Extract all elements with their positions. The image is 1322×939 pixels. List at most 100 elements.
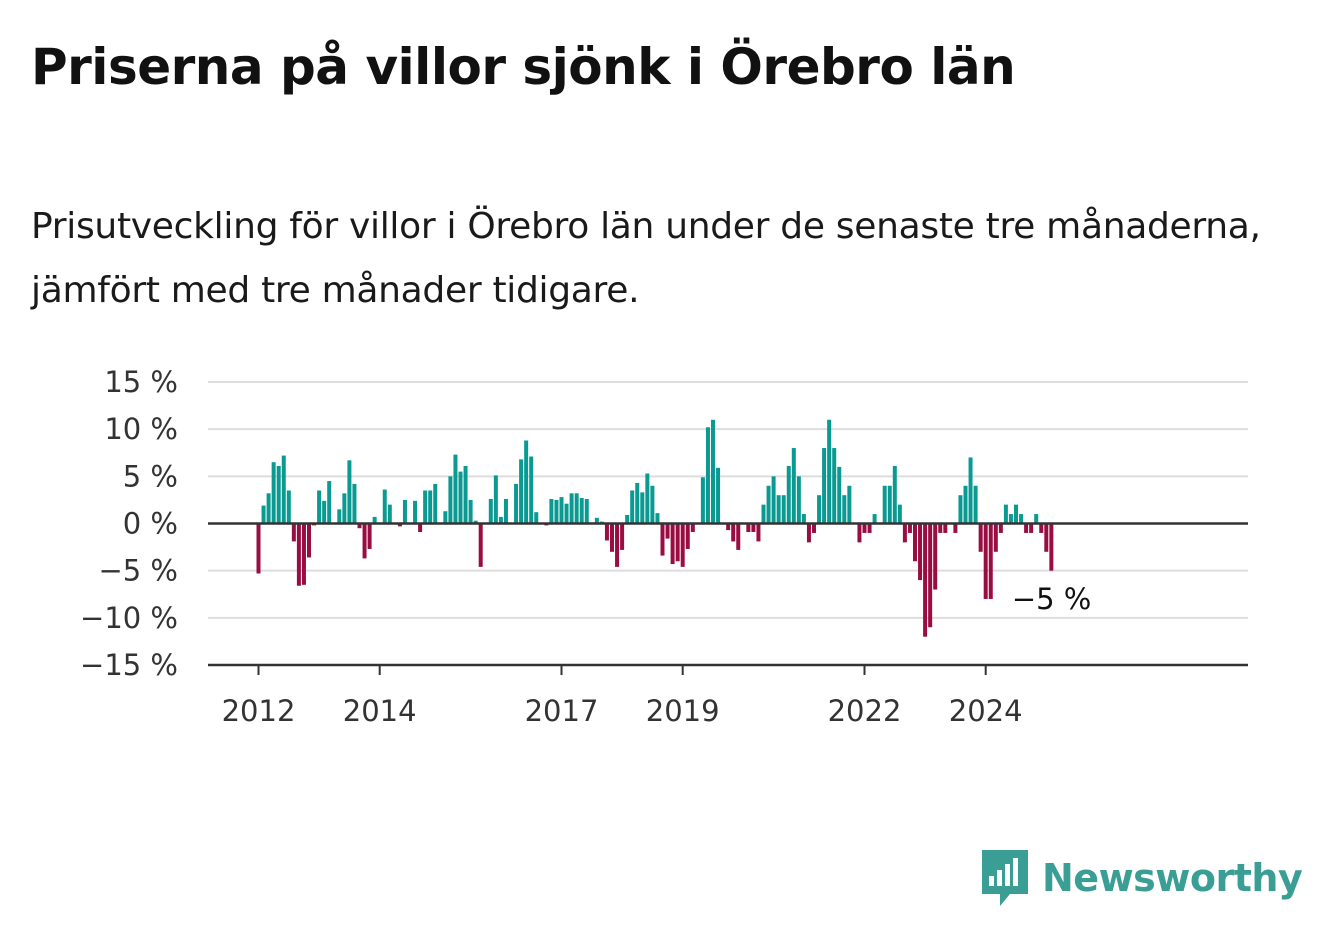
x-tick-label: 2024	[949, 694, 1023, 728]
bar	[1034, 514, 1039, 524]
bar	[402, 499, 407, 524]
bar	[953, 523, 958, 533]
y-tick-label: 15 %	[104, 365, 178, 399]
bar	[963, 485, 968, 524]
bar	[660, 523, 665, 556]
bar	[655, 513, 660, 524]
bar	[943, 523, 948, 533]
bar	[549, 498, 554, 524]
bar	[423, 490, 428, 524]
bar	[650, 485, 655, 524]
bar	[448, 476, 453, 524]
bar	[286, 490, 291, 524]
bar	[559, 497, 564, 524]
bar	[832, 448, 837, 524]
bar	[887, 485, 892, 524]
bar	[675, 523, 680, 562]
axes	[208, 522, 1248, 675]
bar	[837, 466, 842, 524]
bar	[665, 523, 670, 539]
bar	[933, 523, 938, 590]
bar	[453, 454, 458, 524]
bar	[786, 465, 791, 524]
bar	[751, 523, 756, 532]
bar	[761, 504, 766, 524]
newsworthy-logo-icon	[982, 850, 1028, 906]
y-tick-label: 5 %	[123, 459, 178, 493]
bar	[1029, 523, 1034, 533]
bar	[700, 477, 705, 524]
bar	[296, 523, 301, 586]
bar	[1039, 523, 1044, 533]
bar	[822, 448, 827, 524]
x-tick-label: 2012	[222, 694, 296, 728]
bar	[705, 427, 710, 524]
bar	[736, 523, 741, 550]
bar	[983, 523, 988, 599]
bar	[615, 523, 620, 567]
bar	[428, 490, 433, 524]
bar	[1019, 514, 1024, 524]
bar	[842, 495, 847, 524]
bar	[594, 517, 599, 524]
bar	[938, 523, 943, 533]
bar	[913, 523, 917, 562]
latest-value-annotation-halo: −5 %	[1012, 582, 1092, 616]
bar	[488, 498, 493, 524]
bar	[463, 465, 468, 524]
bar	[322, 500, 327, 524]
bar	[928, 523, 933, 628]
bar	[630, 490, 635, 524]
bar	[347, 460, 352, 524]
bar	[574, 493, 579, 524]
bar	[342, 493, 347, 524]
bar	[882, 485, 887, 524]
bar	[271, 462, 276, 524]
bar	[847, 485, 852, 524]
bar	[387, 504, 392, 524]
bar	[261, 505, 266, 524]
bar	[266, 493, 271, 524]
bar	[867, 523, 872, 533]
bar	[998, 523, 1003, 533]
bar	[640, 492, 645, 524]
bar	[827, 419, 832, 524]
bar	[806, 523, 811, 543]
y-tick-label: 10 %	[104, 412, 178, 446]
bar	[620, 523, 625, 550]
bar	[766, 485, 771, 524]
bar	[519, 459, 524, 524]
bar	[1008, 514, 1013, 524]
bar	[978, 523, 983, 552]
bar	[801, 514, 806, 524]
bar	[352, 483, 357, 524]
bar	[569, 493, 574, 524]
bar	[776, 495, 781, 524]
bar	[372, 516, 377, 524]
bar	[968, 457, 973, 524]
bar	[604, 523, 609, 541]
bar	[584, 498, 589, 524]
grid-lines	[208, 381, 1248, 619]
bar	[756, 523, 761, 542]
bar	[670, 523, 675, 565]
bar	[993, 523, 998, 552]
bar	[458, 471, 463, 524]
bar	[726, 523, 731, 531]
bars	[256, 419, 1054, 637]
bar	[357, 523, 362, 529]
page-subtitle: Prisutveckling för villor i Örebro län u…	[31, 206, 1261, 311]
bar	[771, 476, 776, 524]
bar	[988, 523, 993, 599]
x-tick-label: 2019	[646, 694, 720, 728]
bar	[918, 523, 923, 581]
bar	[554, 499, 559, 524]
bar	[362, 523, 367, 559]
y-tick-label: −15 %	[80, 648, 178, 682]
bar	[862, 523, 867, 533]
bar	[337, 509, 342, 524]
y-tick-label: −5 %	[98, 554, 178, 588]
bar	[276, 465, 281, 524]
bar	[746, 523, 751, 532]
